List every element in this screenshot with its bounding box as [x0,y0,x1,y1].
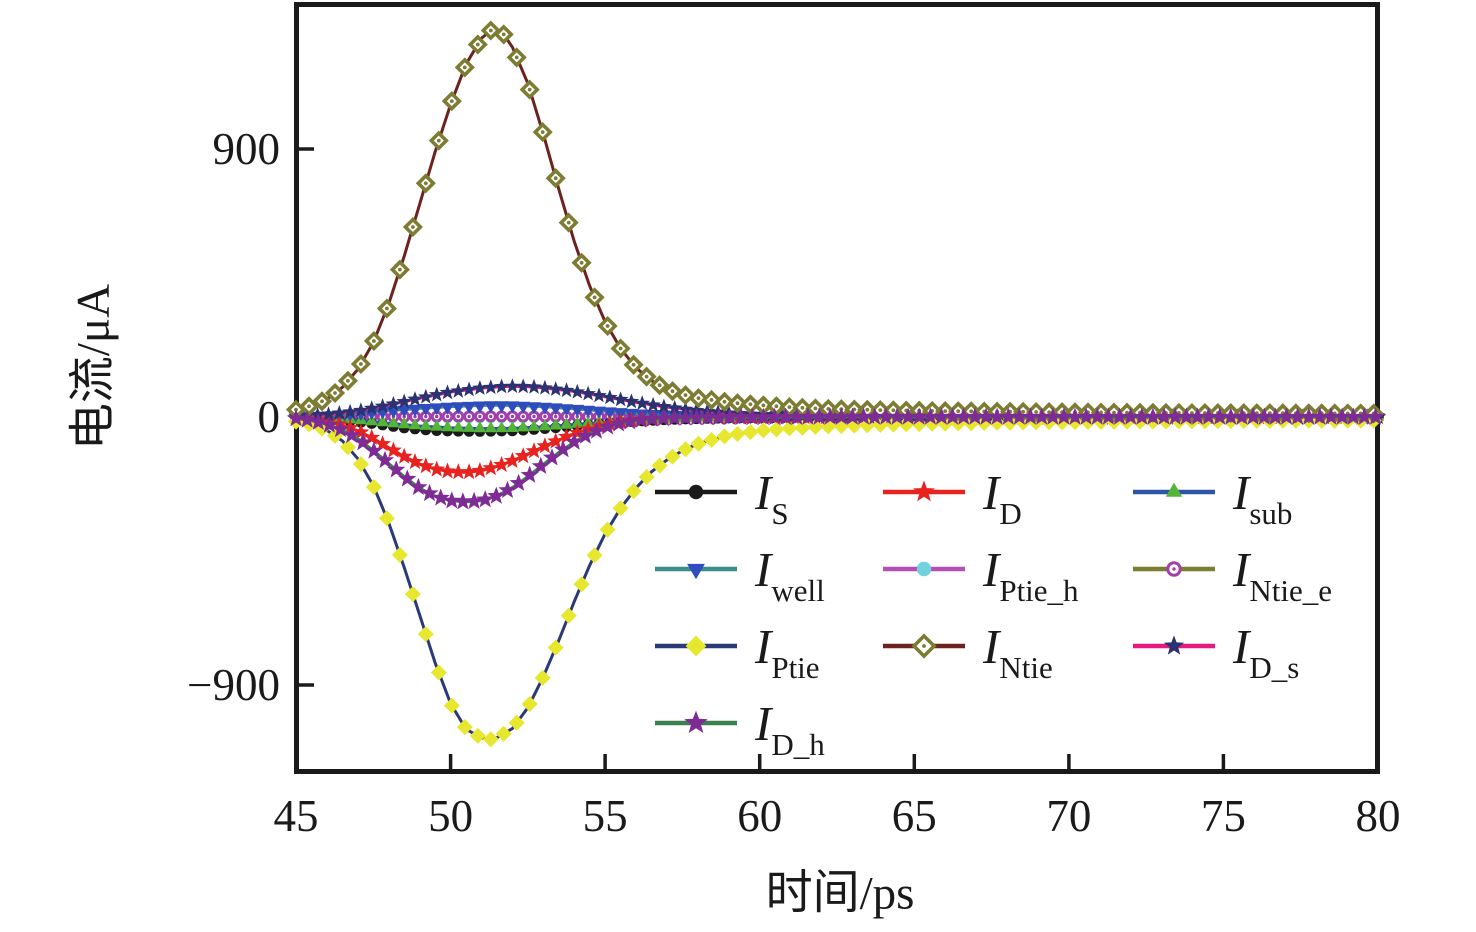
series-INtie [285,20,1384,424]
x-tick-label: 80 [1356,791,1401,841]
x-tick-label: 50 [428,791,473,841]
x-tick-label: 45 [274,791,319,841]
legend-label-IPtie: IPtie [754,619,820,685]
y-tick-label: 0 [258,392,281,442]
legend-item-IS: IS [655,465,789,531]
legend-label-INtie_e: INtie_e [1232,542,1332,608]
y-tick-label: 900 [213,124,281,174]
legend-item-IPtie: IPtie [655,619,820,685]
legend-item-ID_h: ID_h [655,696,825,762]
y-tick-label: −900 [187,660,280,710]
legend: IS ID Isub Iwell IPtie_h INtie_e IPtie INtie ID_… [655,465,1332,762]
legend-item-IPtie_h: IPtie_h [883,542,1079,608]
legend-item-ID_s: ID_s [1133,619,1299,685]
legend-label-IS: IS [754,465,789,531]
series-IPtie [288,412,1382,748]
x-tick-label: 70 [1046,791,1091,841]
legend-label-ID: ID [982,465,1022,531]
plot-frame [294,2,1380,774]
legend-label-Iwell: Iwell [754,542,825,608]
legend-item-Iwell: Iwell [655,542,825,608]
y-axis-title: 电流/μA [67,283,120,451]
legend-label-ID_s: ID_s [1232,619,1299,685]
x-axis-ticks: 45 50 55 60 65 70 75 80 [274,754,1401,841]
legend-item-INtie_e: INtie_e [1133,542,1332,608]
legend-label-Isub: Isub [1232,465,1292,531]
series-ID_h [286,407,1385,510]
series-line-INtie [295,28,1379,415]
x-tick-label: 55 [583,791,628,841]
x-tick-label: 75 [1201,791,1246,841]
legend-item-ID: ID [883,465,1022,531]
legend-label-INtie: INtie [982,619,1053,685]
legend-label-ID_h: ID_h [754,696,825,762]
legend-label-IPtie_h: IPtie_h [982,542,1079,608]
x-tick-label: 60 [737,791,782,841]
legend-item-Isub: Isub [1133,465,1292,531]
x-tick-label: 65 [892,791,937,841]
legend-item-INtie: INtie [883,619,1053,685]
x-axis-title: 时间/ps [765,867,915,920]
